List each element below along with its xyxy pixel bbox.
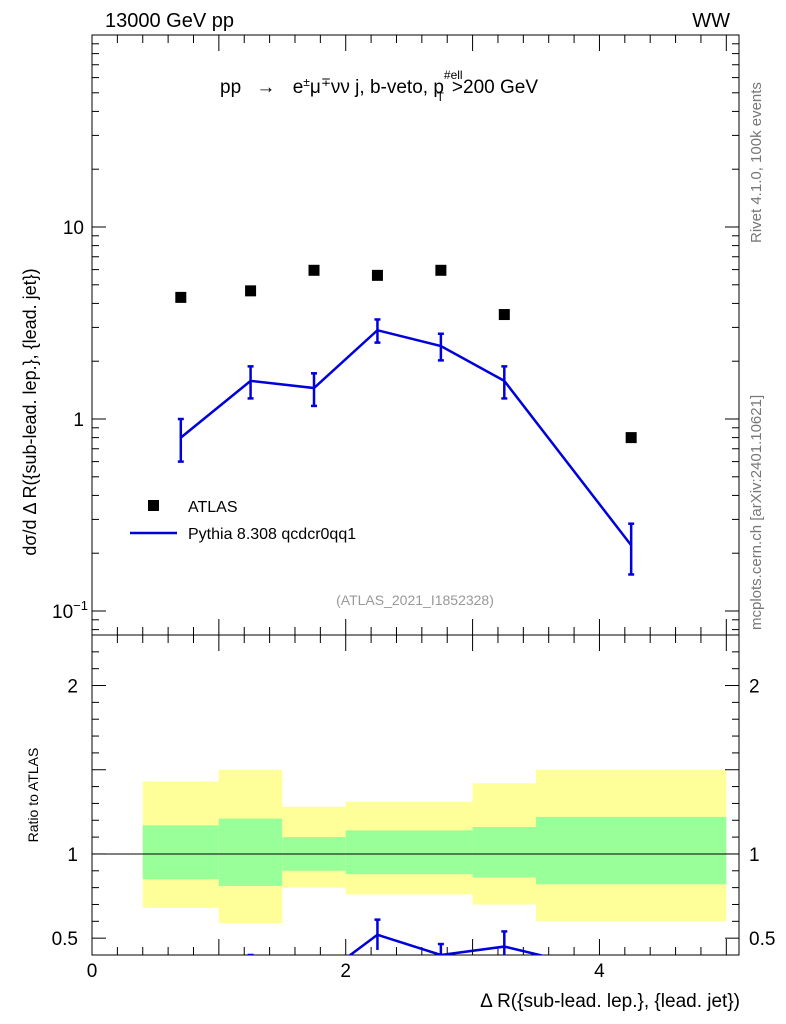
rivet-label: Rivet 4.1.0, 100k events: [748, 82, 765, 243]
mc-line: [180, 328, 633, 547]
atlas-point: [435, 264, 447, 276]
y-axis-label: dσ/d Δ R({sub-lead. lep.}, {lead. jet}): [20, 268, 40, 555]
y-tick-label: 10: [63, 218, 84, 239]
main-ticks: 10 1 10−1: [52, 34, 739, 631]
ratio-ticks: 2 2 1 1 0.5 0.5: [52, 634, 775, 956]
process-lep2-sup: ∓: [321, 75, 331, 89]
mc-series: [177, 318, 635, 576]
ratio-tick-label-right: 0.5: [749, 929, 775, 950]
ratio-frame: [91, 634, 740, 956]
ratio-band-inner-5: [536, 816, 727, 885]
process-pt-sub: T: [437, 90, 445, 104]
energy-label: 13000 GeV pp: [105, 10, 234, 32]
x-tick-label: 0: [87, 961, 98, 982]
x-tick-label: 4: [594, 961, 605, 982]
process-rest: νν j, b-veto, p: [331, 77, 444, 98]
atlas-point: [371, 269, 383, 281]
atlas-point: [625, 432, 637, 444]
main-frame: [91, 34, 740, 636]
legend: ATLAS Pythia 8.308 qcdcr0qq1: [130, 499, 356, 543]
atlas-point: [175, 291, 187, 303]
y-tick-label: 1: [73, 410, 84, 431]
ratio-bands: [142, 769, 727, 923]
atlas-series: [175, 264, 637, 444]
process-prefix: pp: [220, 77, 241, 98]
atlas-point: [498, 309, 510, 321]
ratio-tick-label-left: 1: [67, 845, 78, 866]
analysis-id: (ATLAS_2021_I1852328): [336, 592, 494, 608]
mc-ratio-line: [348, 933, 545, 955]
process-lep2: μ: [310, 77, 321, 98]
process-cut: >200 GeV: [452, 77, 538, 98]
x-axis-label: Δ R({sub-lead. lep.}, {lead. jet}): [480, 991, 740, 1012]
mc-ratio-series: [247, 918, 545, 955]
legend-label-atlas: ATLAS: [188, 499, 238, 516]
ratio-tick-label-left: 0.5: [52, 929, 78, 950]
process-title: pp → e±μ∓νν j, b-veto, p#ell T >200 GeV: [220, 68, 538, 104]
process-label-right: WW: [692, 10, 730, 32]
x-ticks: 0 2 4: [87, 35, 727, 982]
x-tick-label: 2: [340, 961, 351, 982]
process-arrow: →: [256, 77, 275, 98]
legend-label-mc: Pythia 8.308 qcdcr0qq1: [188, 526, 356, 543]
mcplots-label: mcplots.cern.ch [arXiv:2401.10621]: [748, 395, 765, 630]
ratio-tick-label-left: 2: [67, 677, 78, 698]
ratio-band-inner-3: [345, 830, 473, 875]
ratio-band-inner-0: [142, 825, 219, 880]
process-lep1: e: [293, 77, 304, 98]
atlas-point: [308, 264, 320, 276]
ratio-tick-label-right: 1: [749, 845, 760, 866]
ratio-band-inner-1: [218, 818, 283, 886]
atlas-point: [245, 285, 257, 297]
ratio-tick-label-right: 2: [749, 677, 760, 698]
y-tick-label: 10−1: [52, 598, 88, 623]
process-pt-sup: #ell: [444, 68, 463, 82]
ratio-band-inner-4: [472, 827, 537, 878]
ratio-y-axis-label: Ratio to ATLAS: [25, 748, 41, 843]
legend-marker-atlas: [148, 500, 159, 511]
process-lep1-sup: ±: [303, 75, 310, 89]
